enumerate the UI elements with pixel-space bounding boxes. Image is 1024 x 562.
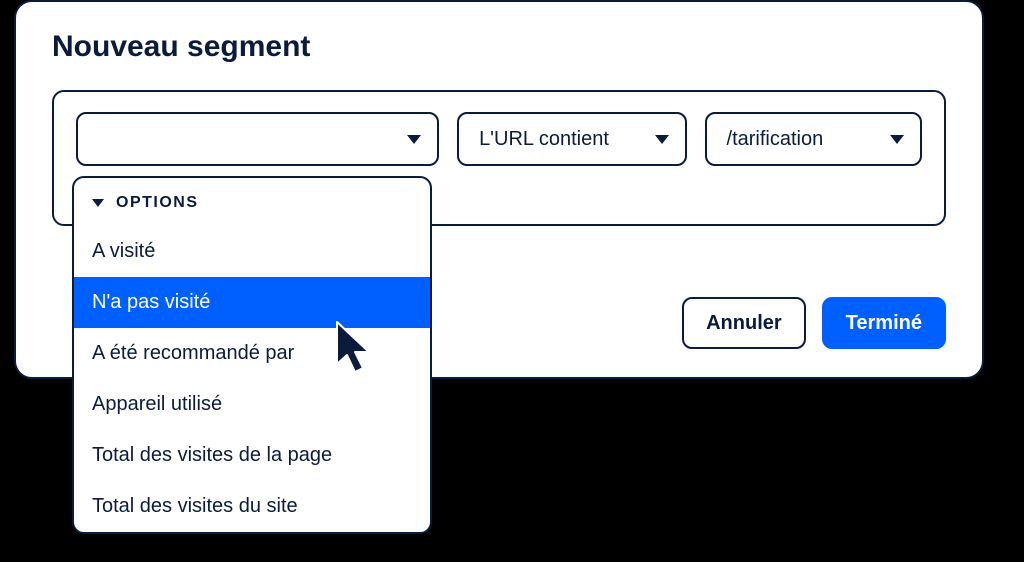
- dropdown-item[interactable]: N'a pas visité: [74, 277, 430, 328]
- chevron-down-icon: [890, 135, 904, 144]
- done-button[interactable]: Terminé: [822, 297, 946, 349]
- dropdown-item[interactable]: Appareil utilisé: [74, 379, 430, 430]
- operator-select[interactable]: L'URL contient: [457, 112, 686, 166]
- dropdown-item[interactable]: Total des visites de la page: [74, 430, 430, 481]
- chevron-down-icon: [407, 135, 421, 144]
- attribute-dropdown: OPTIONS A visitéN'a pas visitéA été reco…: [72, 176, 432, 534]
- chevron-down-icon: [655, 135, 669, 144]
- cancel-button[interactable]: Annuler: [682, 297, 806, 349]
- value-select[interactable]: /tarification: [705, 112, 922, 166]
- caret-down-icon: [92, 199, 104, 207]
- footer-actions: Annuler Terminé: [682, 297, 946, 349]
- dropdown-item[interactable]: A été recommandé par: [74, 328, 430, 379]
- value-select-value: /tarification: [727, 128, 824, 151]
- dropdown-header-label: OPTIONS: [116, 194, 199, 212]
- card-title: Nouveau segment: [52, 30, 946, 64]
- operator-select-value: L'URL contient: [479, 128, 609, 151]
- dropdown-item[interactable]: A visité: [74, 226, 430, 277]
- dropdown-item[interactable]: Total des visites du site: [74, 481, 430, 532]
- attribute-select[interactable]: [76, 112, 439, 166]
- dropdown-header: OPTIONS: [74, 178, 430, 226]
